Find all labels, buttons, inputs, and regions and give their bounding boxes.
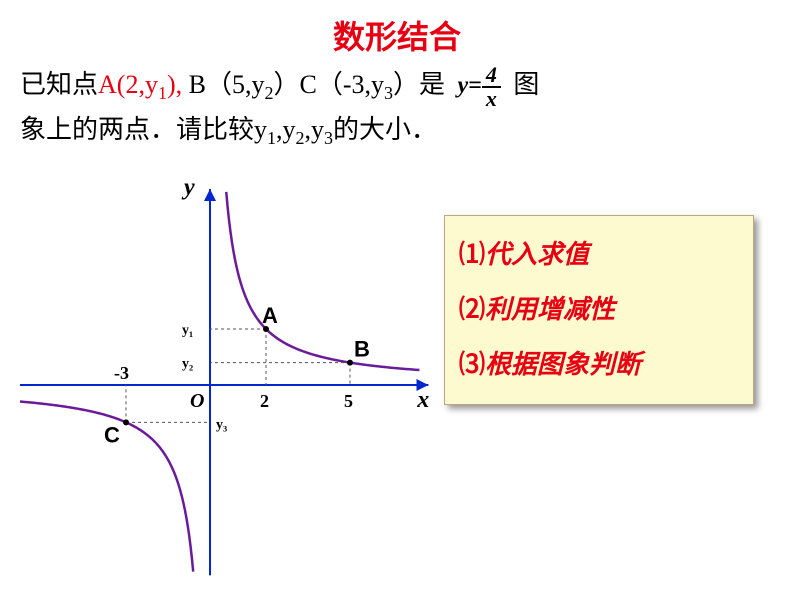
line2-b: 的大小． xyxy=(333,115,437,144)
point-a-label: A(2,y1), xyxy=(98,70,182,99)
line2-a: 象上的两点．请比较y xyxy=(20,115,267,144)
point-b-label: B（5,y2） xyxy=(182,70,299,99)
svg-text:-3: -3 xyxy=(114,363,129,383)
hyperbola-chart: A B Cy₁ y₂ y₃ 2 5 -3 Oy x xyxy=(20,180,440,580)
is-text: 是 xyxy=(419,70,452,99)
svg-text:y: y xyxy=(181,180,195,201)
method-1: ⑴代入求值 xyxy=(459,234,739,271)
method-3: ⑶根据图象判断 xyxy=(459,344,739,381)
svg-text:2: 2 xyxy=(260,391,269,411)
chart: A B Cy₁ y₂ y₃ 2 5 -3 Oy x xyxy=(20,180,440,580)
svg-text:C: C xyxy=(104,422,120,447)
methods-panel: ⑴代入求值 ⑵利用增减性 ⑶根据图象判断 xyxy=(444,215,754,405)
svg-text:y₂: y₂ xyxy=(182,357,193,372)
svg-text:5: 5 xyxy=(344,391,353,411)
svg-text:x: x xyxy=(416,387,429,413)
equation: y=4x xyxy=(458,64,501,110)
svg-text:O: O xyxy=(190,390,204,412)
problem-prefix: 已知点 xyxy=(20,70,98,99)
svg-text:y₁: y₁ xyxy=(182,323,193,338)
problem-statement: 已知点A(2,y1), B（5,y2）C（-3,y3）是 y=4x 图 象上的两… xyxy=(0,58,794,152)
method-2: ⑵利用增减性 xyxy=(459,289,739,326)
point-c-label: C（-3,y3） xyxy=(299,70,419,99)
page-title: 数形结合 xyxy=(0,0,794,58)
svg-text:y₃: y₃ xyxy=(216,417,227,432)
suffix-1: 图 xyxy=(513,70,539,99)
svg-text:B: B xyxy=(354,337,370,362)
svg-text:A: A xyxy=(262,303,278,328)
